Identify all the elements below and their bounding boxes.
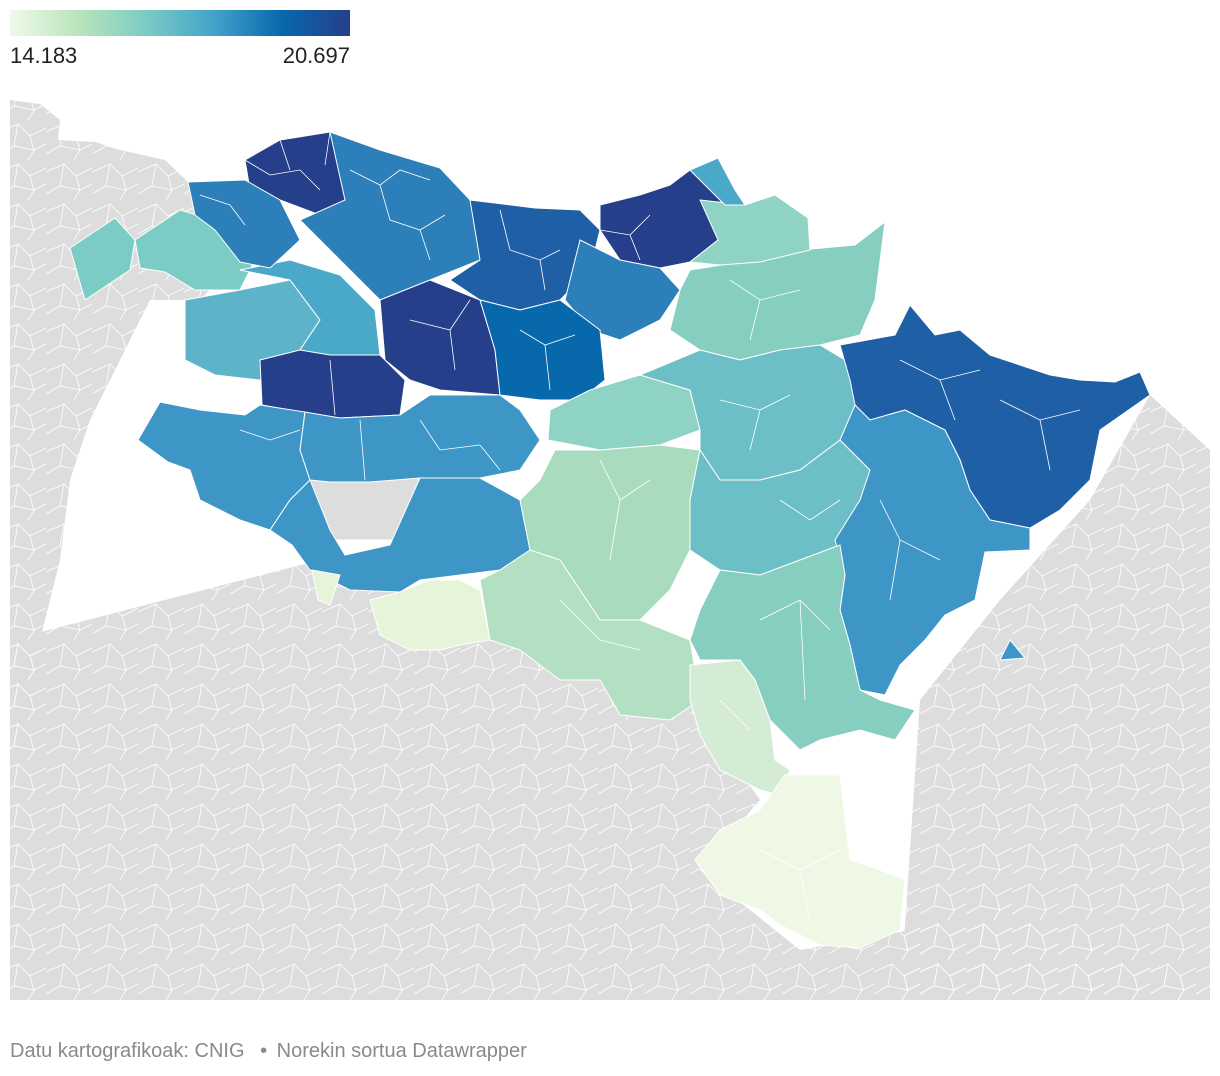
source-label: Datu kartografikoak: CNIG [10,1040,245,1062]
legend-min-label: 14.183 [10,43,78,68]
color-legend: 14.183 20.697 [10,10,350,71]
region-green-light-a[interactable] [369,579,491,651]
map-svg [10,100,1210,1000]
region-green-light-b[interactable] [311,569,341,606]
region-mid-west-b[interactable] [299,394,541,483]
surrounding-land [10,100,1210,1000]
region-east-isolated[interactable] [999,639,1027,661]
municipalities [69,131,1151,949]
choropleth-map [0,95,1220,1005]
region-east-blue-a[interactable] [834,404,1031,696]
credit-label: Norekin sortua Datawrapper [276,1040,527,1062]
legend-gradient-bar [10,10,350,36]
legend-max-label: 20.697 [282,43,350,68]
region-center-teal-c[interactable] [688,194,811,266]
region-northeast-tip[interactable] [689,157,746,206]
region-south-pale-b[interactable] [694,774,906,949]
region-west-coast[interactable] [69,217,136,301]
internal-borders [199,131,1081,921]
footer-separator: • [260,1040,268,1062]
source-footer: Datu kartografikoak: CNIG • Norekin sort… [10,1040,527,1063]
